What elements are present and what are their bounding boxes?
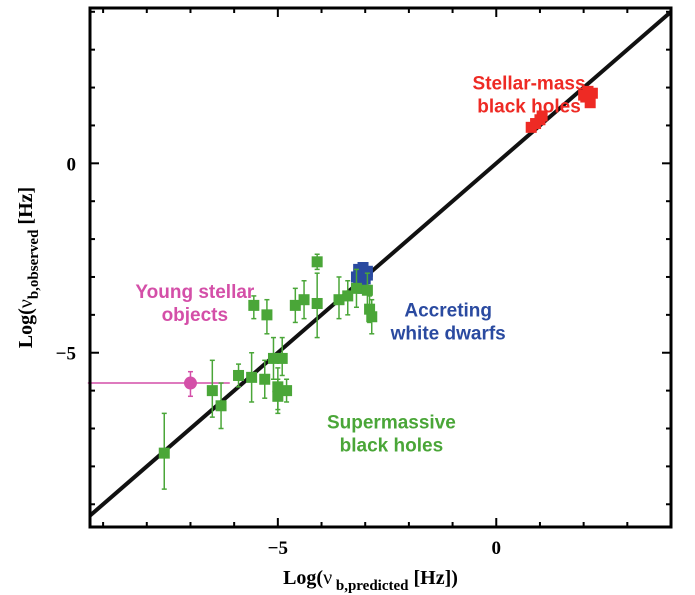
data-point xyxy=(342,290,354,302)
tick-labels: −5 0 0 −5 xyxy=(56,154,501,559)
annotation-label: Young stellar objects xyxy=(135,282,255,326)
x-tick-label: 0 xyxy=(492,538,502,559)
annotation-line: Accreting xyxy=(404,301,492,322)
data-point xyxy=(259,373,271,385)
data-point xyxy=(183,376,197,390)
data-point xyxy=(289,299,301,311)
series-supermassive xyxy=(158,253,378,490)
annotation-label: Stellar-mass black holes xyxy=(473,73,586,117)
data-point xyxy=(333,294,345,306)
x-axis-title-subscript: b,predicted xyxy=(332,578,409,594)
data-point xyxy=(298,294,310,306)
annotation-label: Supermassive black holes xyxy=(327,413,456,457)
data-point xyxy=(281,385,293,397)
data-point xyxy=(233,369,245,381)
y-axis-title-symbol: ν xyxy=(15,299,37,308)
y-axis-title-suffix: [Hz] xyxy=(15,187,37,230)
data-point xyxy=(246,371,258,383)
data-point xyxy=(206,385,218,397)
y-axis-title: Log(νb,observed [Hz] xyxy=(15,187,42,348)
annotation-line: Young stellar xyxy=(135,282,255,303)
x-axis-title: Log(ν b,predicted [Hz]) xyxy=(283,567,458,594)
data-point xyxy=(578,89,590,101)
data-point xyxy=(158,447,170,459)
series-young-stellar xyxy=(87,370,230,398)
data-point xyxy=(361,284,373,296)
annotation-line: objects xyxy=(162,305,229,326)
data-point xyxy=(267,352,279,364)
plot-frame xyxy=(88,6,673,529)
data-point xyxy=(536,110,548,122)
diagonal-line xyxy=(88,10,673,518)
y-axis-title-prefix: Log( xyxy=(15,308,37,348)
data-point xyxy=(350,282,362,294)
y-axis-title-subscript: b,observed xyxy=(26,229,42,299)
data-point xyxy=(272,390,284,402)
annotation-line: Stellar-mass xyxy=(473,73,586,94)
data-point xyxy=(261,309,273,321)
series-stellar-mass xyxy=(525,85,598,133)
data-point xyxy=(248,299,260,311)
data-point xyxy=(366,311,378,323)
data-point xyxy=(311,297,323,309)
data-point xyxy=(361,265,373,277)
x-tick-label: −5 xyxy=(268,538,288,559)
diagonal-line-layer xyxy=(88,10,673,518)
annotation-line: black holes xyxy=(477,96,581,117)
data-point xyxy=(359,273,371,285)
annotation-label: Accreting white dwarfs xyxy=(390,301,506,345)
data-point xyxy=(586,87,598,99)
annotation-line: Supermassive xyxy=(327,413,456,434)
data-point xyxy=(215,400,227,412)
y-tick-label: −5 xyxy=(56,344,76,365)
data-point xyxy=(584,97,596,109)
x-axis-title-prefix: Log( xyxy=(283,567,323,589)
x-axis-title-symbol: ν xyxy=(323,567,332,589)
data-point xyxy=(311,256,323,268)
y-tick-label: 0 xyxy=(67,154,77,175)
annotation-line: white dwarfs xyxy=(390,324,506,345)
data-point xyxy=(364,303,376,315)
annotation-line: black holes xyxy=(340,436,444,457)
data-series xyxy=(87,85,598,490)
x-axis-title-suffix: [Hz]) xyxy=(409,567,458,589)
data-point xyxy=(276,352,288,364)
